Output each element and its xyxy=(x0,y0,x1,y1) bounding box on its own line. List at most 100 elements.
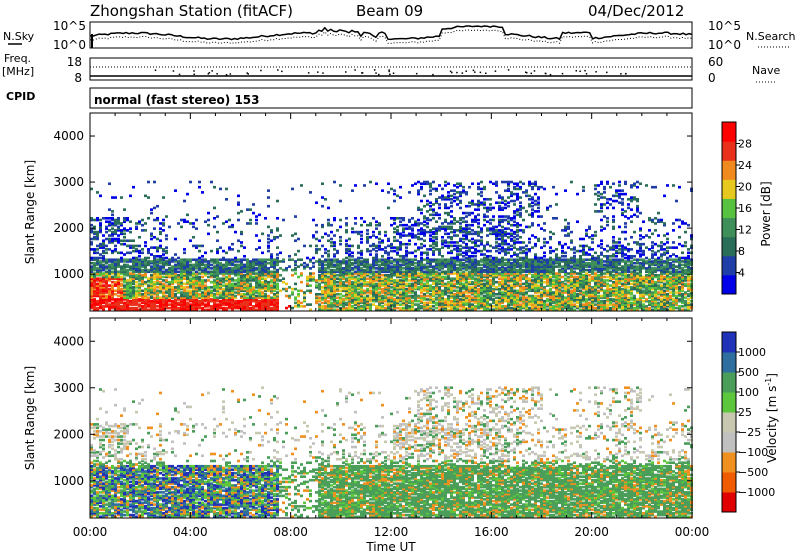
heatmap-cell xyxy=(480,181,483,184)
heatmap-cell xyxy=(423,293,426,296)
heatmap-cell xyxy=(162,276,165,279)
heatmap-cell xyxy=(231,243,234,246)
heatmap-cell xyxy=(456,290,459,293)
heatmap-cell xyxy=(93,231,96,234)
heatmap-cell xyxy=(336,277,339,280)
heatmap-cell xyxy=(426,231,429,234)
heatmap-cell xyxy=(477,231,480,234)
heatmap-cell xyxy=(174,238,177,241)
heatmap-cell xyxy=(204,220,207,223)
heatmap-cell xyxy=(438,184,441,187)
heatmap-cell xyxy=(108,248,111,251)
heatmap-cell xyxy=(108,264,111,267)
heatmap-cell xyxy=(279,234,282,237)
heatmap-cell xyxy=(165,246,168,249)
heatmap-cell xyxy=(489,250,492,253)
heatmap-cell xyxy=(450,250,453,253)
heatmap-cell xyxy=(447,236,450,239)
heatmap-cell xyxy=(513,215,516,218)
heatmap-cell xyxy=(426,226,429,229)
heatmap-cell xyxy=(411,267,414,270)
heatmap-cell xyxy=(150,300,153,303)
heatmap-cell xyxy=(495,241,498,244)
heatmap-cell xyxy=(411,224,414,227)
heatmap-cell xyxy=(162,253,165,256)
heatmap-cell xyxy=(120,239,123,242)
heatmap-cell xyxy=(417,233,420,236)
heatmap-cell xyxy=(327,234,330,237)
heatmap-cell xyxy=(465,243,468,246)
heatmap-cell xyxy=(348,258,351,261)
heatmap-cell xyxy=(132,186,135,189)
heatmap-cell xyxy=(99,219,102,222)
heatmap-cell xyxy=(354,276,357,279)
heatmap-cell xyxy=(105,238,108,241)
heatmap-cell xyxy=(327,271,330,274)
heatmap-cell xyxy=(531,201,534,204)
heatmap-cell xyxy=(444,276,447,279)
heatmap-cell xyxy=(531,295,534,298)
heatmap-cell xyxy=(318,293,321,296)
heatmap-cell xyxy=(219,258,222,261)
heatmap-cell xyxy=(522,274,525,277)
heatmap-cell xyxy=(309,267,312,270)
heatmap-cell xyxy=(435,258,438,261)
heatmap-cell xyxy=(369,290,372,293)
heatmap-cell xyxy=(204,279,207,282)
heatmap-cell xyxy=(219,300,222,303)
heatmap-cell xyxy=(174,293,177,296)
heatmap-cell xyxy=(444,203,447,206)
heatmap-cell xyxy=(198,245,201,248)
heatmap-cell xyxy=(387,296,390,299)
heatmap-cell xyxy=(360,238,363,241)
heatmap-cell xyxy=(129,220,132,223)
heatmap-cell xyxy=(351,267,354,270)
heatmap-cell xyxy=(123,236,126,239)
heatmap-cell xyxy=(300,184,303,187)
heatmap-cell xyxy=(306,264,309,267)
heatmap-cell xyxy=(153,181,156,184)
heatmap-cell xyxy=(306,283,309,286)
heatmap-cell xyxy=(498,296,501,299)
heatmap-cell xyxy=(339,236,342,239)
heatmap-cell xyxy=(225,276,228,279)
heatmap-cell xyxy=(495,296,498,299)
heatmap-cell xyxy=(390,217,393,220)
heatmap-cell xyxy=(225,220,228,223)
heatmap-cell xyxy=(528,258,531,261)
heatmap-cell xyxy=(273,271,276,274)
heatmap-cell xyxy=(93,262,96,265)
heatmap-cell xyxy=(387,274,390,277)
heatmap-cell xyxy=(144,229,147,232)
heatmap-cell xyxy=(321,224,324,227)
heatmap-cell xyxy=(513,246,516,249)
heatmap-cell xyxy=(483,253,486,256)
heatmap-cell xyxy=(531,274,534,277)
heatmap-cell xyxy=(159,265,162,268)
heatmap-cell xyxy=(105,231,108,234)
heatmap-cell xyxy=(351,255,354,258)
heatmap-cell xyxy=(411,258,414,261)
heatmap-cell xyxy=(168,226,171,229)
heatmap-cell xyxy=(126,252,129,255)
power-heatmap-cells xyxy=(90,181,693,311)
heatmap-cell xyxy=(315,238,318,241)
heatmap-cell xyxy=(498,288,501,291)
heatmap-cell xyxy=(462,212,465,215)
heatmap-cell xyxy=(531,234,534,237)
heatmap-cell xyxy=(333,241,336,244)
heatmap-cell xyxy=(486,207,489,210)
heatmap-cell xyxy=(132,307,135,310)
heatmap-cell xyxy=(297,290,300,293)
heatmap-cell xyxy=(438,226,441,229)
heatmap-cell xyxy=(345,277,348,280)
heatmap-cell xyxy=(471,241,474,244)
heatmap-cell xyxy=(429,293,432,296)
heatmap-cell xyxy=(531,182,534,185)
heatmap-cell xyxy=(339,200,342,203)
heatmap-cell xyxy=(150,265,153,268)
heatmap-cell xyxy=(213,258,216,261)
heatmap-cell xyxy=(537,224,540,227)
heatmap-cell xyxy=(108,234,111,237)
heatmap-cell xyxy=(438,258,441,261)
